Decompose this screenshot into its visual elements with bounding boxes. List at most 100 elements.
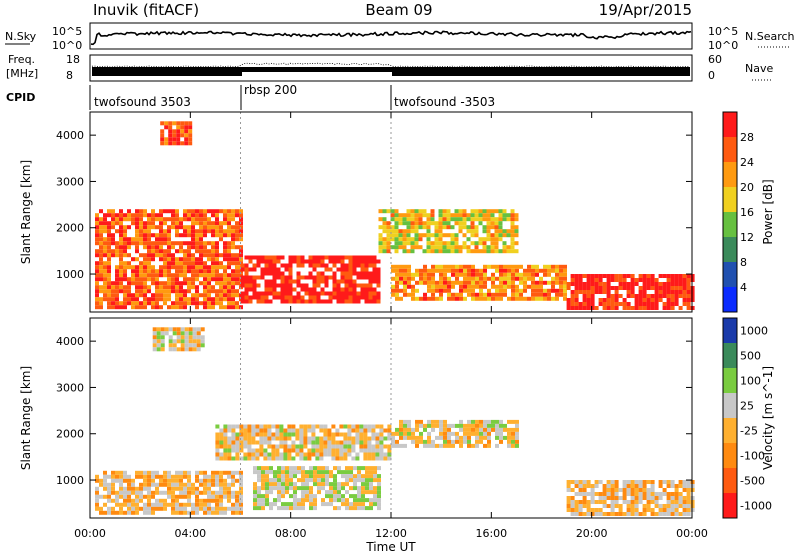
heatmap-cell (187, 498, 191, 503)
noise-right-tick-high: 10^5 (708, 25, 738, 38)
heatmap-cell (582, 500, 587, 504)
heatmap-cell (320, 271, 325, 276)
heatmap-cell (403, 264, 407, 269)
heatmap-cell (99, 285, 103, 290)
heatmap-cell (690, 484, 695, 488)
heatmap-cell (95, 269, 99, 274)
heatmap-cell (219, 289, 223, 294)
heatmap-cell (387, 448, 392, 453)
heatmap-cell (273, 498, 277, 503)
heatmap-cell (442, 213, 447, 218)
heatmap-cell (263, 448, 268, 453)
heatmap-cell (495, 296, 499, 301)
heatmap-cell (171, 217, 175, 222)
heatmap-cell (320, 299, 325, 304)
heatmap-cell (382, 221, 387, 226)
noise-right-label: N.Search (745, 30, 795, 43)
heatmap-cell (638, 294, 643, 298)
heatmap-cell (415, 423, 419, 428)
heatmap-cell (257, 494, 261, 499)
heatmap-cell (511, 280, 515, 285)
heatmap-cell (107, 281, 111, 286)
heatmap-cell (319, 424, 324, 429)
heatmap-cell (515, 284, 519, 289)
heatmap-cell (503, 435, 507, 440)
colorbar-tick-label: 500 (740, 350, 761, 363)
heatmap-cell (434, 249, 439, 254)
heatmap-cell (155, 245, 159, 250)
heatmap-cell (175, 498, 179, 503)
heatmap-cell (670, 496, 675, 500)
heatmap-cell (152, 339, 157, 344)
heatmap-cell (155, 486, 159, 491)
heatmap-cell (143, 213, 147, 218)
heatmap-cell (123, 289, 127, 294)
heatmap-cell (348, 283, 353, 288)
heatmap-cell (369, 506, 373, 511)
heatmap-cell (239, 494, 243, 499)
heatmap-cell (307, 428, 312, 433)
heatmap-cell (111, 486, 115, 491)
heatmap-cell (265, 470, 269, 475)
heatmap-cell (394, 225, 399, 230)
heatmap-cell (231, 448, 236, 453)
heatmap-cell (163, 506, 167, 511)
heatmap-cell (176, 335, 181, 340)
heatmap-cell (360, 259, 365, 264)
heatmap-cell (301, 490, 305, 495)
heatmap-cell (99, 301, 103, 306)
heatmap-cell (188, 339, 193, 344)
heatmap-cell (341, 482, 345, 487)
heatmap-cell (395, 427, 399, 432)
heatmap-cell (199, 241, 203, 246)
xaxis-label: Time UT (365, 540, 416, 554)
heatmap-cell (570, 294, 575, 298)
heatmap-cell (446, 221, 451, 226)
heatmap-cell (207, 249, 211, 254)
heatmap-cell (143, 269, 147, 274)
heatmap-cell (634, 496, 639, 500)
heatmap-cell (336, 295, 341, 300)
heatmap-cell (247, 424, 252, 429)
heatmap-cell (566, 302, 571, 306)
heatmap-cell (459, 296, 463, 301)
heatmap-cell (373, 486, 377, 491)
heatmap-cell (191, 301, 195, 306)
heatmap-cell (654, 512, 659, 516)
heatmap-cell (143, 245, 147, 250)
heatmap-cell (325, 502, 329, 507)
heatmap-cell (313, 470, 317, 475)
heatmap-cell (207, 301, 211, 306)
heatmap-cell (491, 276, 495, 281)
heatmap-cell (514, 225, 519, 230)
heatmap-cell (252, 263, 257, 268)
heatmap-cell (614, 492, 619, 496)
heatmap-cell (610, 496, 615, 500)
heatmap-cell (686, 298, 691, 302)
heatmap-cell (167, 470, 171, 475)
colorbar-tick-label: 28 (740, 131, 754, 144)
colorbar-swatch (723, 212, 737, 238)
heatmap-cell (284, 279, 289, 284)
heatmap-cell (650, 488, 655, 492)
heatmap-cell (215, 261, 219, 266)
heatmap-cell (183, 486, 187, 491)
heatmap-cell (439, 264, 443, 269)
heatmap-cell (586, 282, 591, 286)
heatmap-cell (682, 488, 687, 492)
heatmap-cell (139, 490, 143, 495)
heatmap-cell (502, 245, 507, 250)
heatmap-cell (506, 233, 511, 238)
heatmap-cell (195, 490, 199, 495)
heatmap-cell (431, 296, 435, 301)
heatmap-cell (353, 494, 357, 499)
heatmap-cell (467, 268, 471, 273)
heatmap-cell (303, 444, 308, 449)
heatmap-cell (399, 288, 403, 293)
heatmap-cell (483, 276, 487, 281)
xtick-label: 08:00 (275, 527, 307, 540)
heatmap-cell (487, 435, 491, 440)
heatmap-cell (328, 299, 333, 304)
heatmap-cell (115, 474, 119, 479)
heatmap-cell (203, 305, 207, 310)
